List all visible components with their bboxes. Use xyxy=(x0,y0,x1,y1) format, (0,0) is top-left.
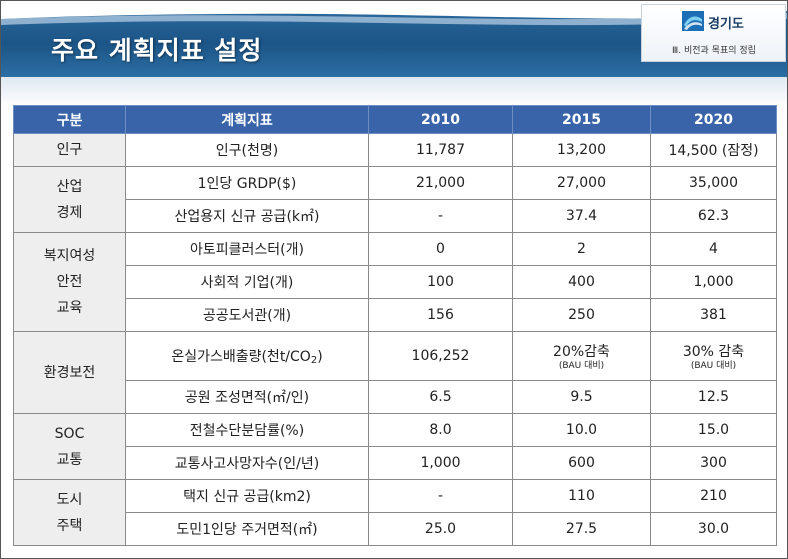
value-2020: 12.5 xyxy=(650,380,777,414)
indicator-cell: 인구(천명) xyxy=(125,133,369,167)
value-2020: 210 xyxy=(650,479,777,513)
value-2010: 21,000 xyxy=(368,166,513,200)
value-2015: 20%감축 (BAU 대비) xyxy=(512,331,651,381)
value-2010: 8.0 xyxy=(368,413,513,447)
value-2015: 110 xyxy=(512,479,651,513)
indicator-cell: 도민1인당 주거면적(㎡) xyxy=(125,512,369,546)
value-2020: 62.3 xyxy=(650,199,777,233)
value-2020: 35,000 xyxy=(650,166,777,200)
value-2010: 25.0 xyxy=(368,512,513,546)
table-row: SOC 교통 전철수단분담률(%) 8.0 10.0 15.0 xyxy=(13,413,777,480)
value-2010: 6.5 xyxy=(368,380,513,414)
value-2015: 600 xyxy=(512,446,651,480)
value-2020: 4 xyxy=(650,232,777,266)
indicator-cell: 공공도서관(개) xyxy=(125,298,369,332)
table-row: 산업 경제 1인당 GRDP($) 21,000 27,000 35,000 xyxy=(13,166,777,233)
value-2020: 30% 감축 (BAU 대비) xyxy=(650,331,777,381)
indicator-cell: 온실가스배출량(천t/CO2) xyxy=(125,331,369,381)
value-2015: 2 xyxy=(512,232,651,266)
page-title: 주요 계획지표 설정 xyxy=(51,36,263,65)
value-2020: 381 xyxy=(650,298,777,332)
column-header: 2010 xyxy=(368,105,513,134)
category-cell: 환경보전 xyxy=(13,331,126,414)
value-2015: 9.5 xyxy=(512,380,651,414)
category-cell: 산업 경제 xyxy=(13,166,126,233)
table-row: 도민1인당 주거면적(㎡) 25.0 27.5 30.0 xyxy=(14,512,777,546)
table-row: 인구 인구(천명) 11,787 13,200 14,500 (잠정) xyxy=(13,133,777,167)
value-2015: 13,200 xyxy=(512,133,651,167)
value-2010: 100 xyxy=(368,265,513,299)
value-2010: - xyxy=(368,479,513,513)
table-row: 공공도서관(개) 156 250 381 xyxy=(14,298,777,332)
column-header: 2015 xyxy=(512,105,651,134)
indicator-cell: 산업용지 신규 공급(k㎡) xyxy=(125,199,369,233)
value-2015: 400 xyxy=(512,265,651,299)
banner-wave-decoration xyxy=(1,1,787,26)
category-cell: 인구 xyxy=(13,133,126,167)
value-2010: 0 xyxy=(368,232,513,266)
value-2020: 14,500 (잠정) xyxy=(650,133,777,167)
indicator-cell: 1인당 GRDP($) xyxy=(125,166,369,200)
column-header: 구분 xyxy=(13,105,126,134)
table-header-row: 구분 계획지표 2010 2015 2020 xyxy=(13,105,777,134)
table-row: 산업용지 신규 공급(k㎡) - 37.4 62.3 xyxy=(14,199,777,233)
value-2020: 30.0 xyxy=(650,512,777,546)
value-2010: 11,787 xyxy=(368,133,513,167)
table-row: 복지여성 안전 교육 아토피클러스터(개) 0 2 4 xyxy=(13,232,777,332)
gyeonggi-logo-icon xyxy=(682,11,704,31)
value-2015: 37.4 xyxy=(512,199,651,233)
indicator-cell: 사회적 기업(개) xyxy=(125,265,369,299)
value-2015: 27.5 xyxy=(512,512,651,546)
section-label: Ⅲ. 비전과 목표의 정립 xyxy=(672,46,756,56)
value-2010: 106,252 xyxy=(368,331,513,381)
table-row: 공원 조성면적(㎡/인) 6.5 9.5 12.5 xyxy=(14,380,777,414)
indicator-cell: 전철수단분담률(%) xyxy=(125,413,369,447)
value-2020: 1,000 xyxy=(650,265,777,299)
value-2015: 250 xyxy=(512,298,651,332)
column-header: 계획지표 xyxy=(125,105,369,134)
brand-name: 경기도 xyxy=(708,17,744,32)
table-row: 교통사고사망자수(인/년) 1,000 600 300 xyxy=(14,446,777,480)
table-row: 환경보전 온실가스배출량(천t/CO2) 106,252 20%감축 (BAU 대… xyxy=(13,331,777,414)
indicator-cell: 아토피클러스터(개) xyxy=(125,232,369,266)
indicator-cell: 공원 조성면적(㎡/인) xyxy=(125,380,369,414)
planning-indicator-table: 구분 계획지표 2010 2015 2020 인구 인구(천명) 11,787 … xyxy=(13,105,777,546)
table-row: 사회적 기업(개) 100 400 1,000 xyxy=(14,265,777,299)
brand-box: 경기도 Ⅲ. 비전과 목표의 정립 xyxy=(641,4,786,62)
value-2020: 300 xyxy=(650,446,777,480)
value-2015: 10.0 xyxy=(512,413,651,447)
value-2015: 27,000 xyxy=(512,166,651,200)
value-2020: 15.0 xyxy=(650,413,777,447)
banner-fade xyxy=(1,77,787,107)
column-header: 2020 xyxy=(650,105,777,134)
indicator-cell: 택지 신규 공급(km2) xyxy=(125,479,369,513)
category-cell: 도시 주택 xyxy=(13,479,126,546)
category-cell: 복지여성 안전 교육 xyxy=(13,232,126,332)
table-row: 도시 주택 택지 신규 공급(km2) - 110 210 xyxy=(13,479,777,546)
category-cell: SOC 교통 xyxy=(13,413,126,480)
value-2010: 156 xyxy=(368,298,513,332)
value-2010: - xyxy=(368,199,513,233)
indicator-cell: 교통사고사망자수(인/년) xyxy=(125,446,369,480)
value-2010: 1,000 xyxy=(368,446,513,480)
